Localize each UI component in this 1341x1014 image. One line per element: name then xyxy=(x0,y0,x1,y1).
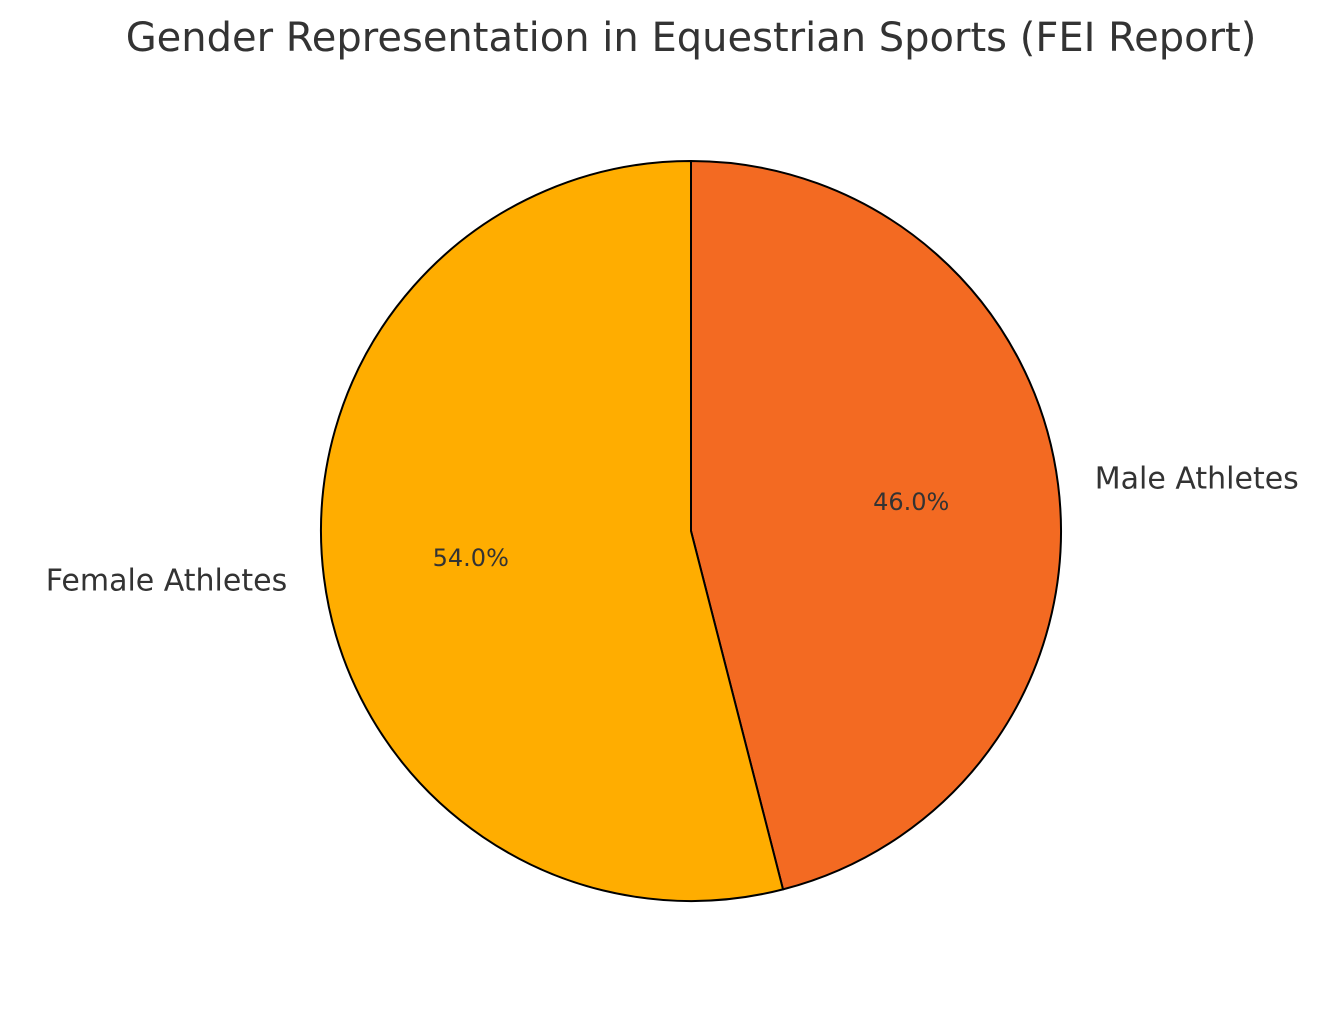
slice-label: Male Athletes xyxy=(1095,461,1299,496)
percent-label: 54.0% xyxy=(433,544,509,572)
slice-label: Female Athletes xyxy=(46,564,287,599)
pie-slice xyxy=(320,160,785,902)
percent-label: 46.0% xyxy=(873,488,949,516)
pie-slice xyxy=(690,160,1062,891)
chart-title: Gender Representation in Equestrian Spor… xyxy=(126,15,1257,61)
